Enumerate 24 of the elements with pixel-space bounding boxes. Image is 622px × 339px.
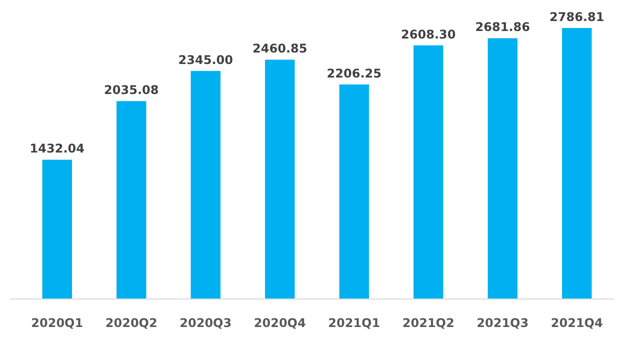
x-tick-label: 2021Q4 [550, 316, 603, 330]
x-tick-label: 2021Q2 [402, 316, 454, 330]
data-label: 2345.00 [178, 52, 233, 67]
x-tick-label: 2020Q3 [180, 316, 232, 330]
data-label: 2460.85 [252, 42, 308, 56]
x-tick-label: 2021Q1 [328, 316, 380, 330]
data-label: 2035.08 [104, 83, 159, 98]
bar [414, 45, 444, 299]
bar [488, 38, 518, 299]
data-label: 2206.25 [326, 66, 382, 80]
bar [339, 84, 369, 299]
bar [42, 160, 72, 299]
bar [562, 28, 592, 299]
data-label: 1432.04 [30, 142, 84, 156]
x-tick-label: 2020Q2 [105, 316, 158, 330]
bar [265, 60, 295, 299]
data-label: 2786.81 [550, 10, 604, 24]
data-label: 2681.86 [475, 20, 530, 34]
x-tick-label: 2021Q3 [476, 316, 529, 330]
bar [190, 70, 220, 299]
data-label: 2608.30 [401, 27, 456, 42]
bar [116, 101, 146, 299]
x-tick-label: 2020Q1 [31, 316, 84, 330]
x-tick-label: 2020Q4 [254, 316, 306, 330]
